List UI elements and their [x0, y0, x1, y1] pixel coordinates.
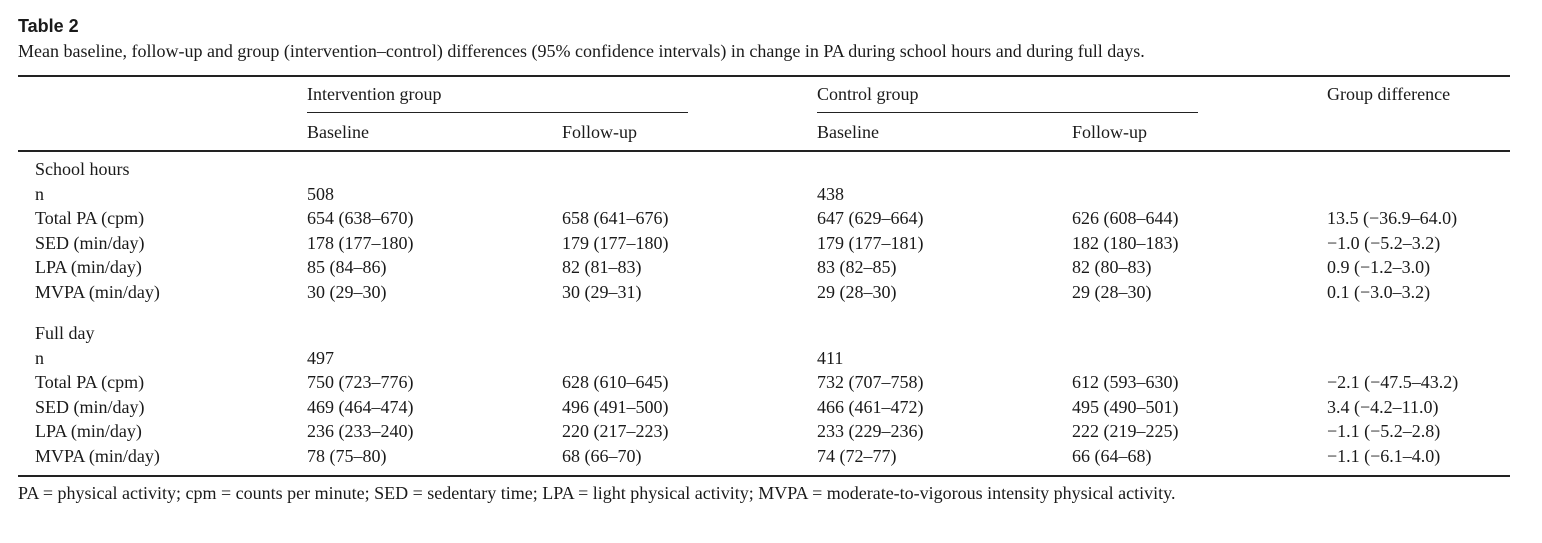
cell-intervention-baseline: 497 [307, 347, 334, 368]
cell-intervention-follow-up: 179 (177–180) [562, 232, 669, 253]
header-group-difference: Group difference [1327, 84, 1451, 104]
cell-intervention-baseline: 750 (723–776) [307, 372, 414, 393]
cell-intervention-follow-up: 658 (641–676) [562, 208, 669, 229]
cell-intervention-follow-up: 220 (217–223) [562, 421, 669, 442]
cell-group-difference: 0.1 (−3.0–3.2) [1327, 282, 1431, 302]
cell-row-label: Total PA (cpm) [35, 372, 145, 393]
cell-group-difference: −1.1 (−6.1–4.0) [1327, 446, 1441, 466]
cell-control-baseline: 83 (82–85) [817, 257, 897, 278]
cell-control-follow-up: 182 (180–183) [1072, 232, 1179, 253]
cell-control-baseline: 74 (72–77) [817, 446, 897, 466]
cell-control-baseline: 179 (177–181) [817, 232, 924, 253]
cell-intervention-baseline: 178 (177–180) [307, 232, 414, 253]
control-group-rule [817, 112, 1198, 113]
cell-row-label: n [35, 347, 44, 368]
header-control-follow-up: Follow-up [1072, 122, 1148, 142]
cell-row-label: n [35, 183, 44, 204]
cell-control-baseline: 233 (229–236) [817, 421, 924, 442]
table-footnote: PA = physical activity; cpm = counts per… [18, 483, 1176, 503]
cell-row-label: MVPA (min/day) [35, 446, 160, 466]
cell-group-difference: 3.4 (−4.2–11.0) [1327, 396, 1439, 417]
cell-row-label: MVPA (min/day) [35, 282, 160, 302]
cell-control-follow-up: 82 (80–83) [1072, 257, 1152, 278]
header-control-baseline: Baseline [817, 122, 879, 142]
table-label: Table 2 [18, 16, 79, 36]
cell-control-baseline: 411 [817, 347, 844, 368]
cell-group-difference: −2.1 (−47.5–43.2) [1327, 372, 1459, 393]
header-intervention-baseline: Baseline [307, 122, 369, 142]
cell-intervention-baseline: 85 (84–86) [307, 257, 387, 278]
cell-intervention-baseline: 654 (638–670) [307, 208, 414, 229]
table-caption: Mean baseline, follow-up and group (inte… [18, 41, 1145, 61]
cell-control-follow-up: 66 (64–68) [1072, 446, 1152, 466]
cell-intervention-baseline: 508 [307, 183, 334, 204]
cell-control-follow-up: 29 (28–30) [1072, 282, 1152, 302]
cell-control-follow-up: 222 (219–225) [1072, 421, 1179, 442]
cell-intervention-baseline: 236 (233–240) [307, 421, 414, 442]
cell-intervention-baseline: 78 (75–80) [307, 446, 387, 466]
header-intervention-follow-up: Follow-up [562, 122, 638, 142]
cell-group-difference: 0.9 (−1.2–3.0) [1327, 257, 1431, 278]
section-title: Full day [35, 323, 95, 343]
cell-control-follow-up: 495 (490–501) [1072, 396, 1179, 417]
cell-control-baseline: 29 (28–30) [817, 282, 897, 302]
cell-intervention-baseline: 30 (29–30) [307, 282, 387, 302]
cell-intervention-follow-up: 82 (81–83) [562, 257, 642, 278]
cell-row-label: LPA (min/day) [35, 421, 142, 442]
cell-intervention-follow-up: 30 (29–31) [562, 282, 642, 302]
cell-control-baseline: 466 (461–472) [817, 396, 924, 417]
cell-control-baseline: 732 (707–758) [817, 372, 924, 393]
cell-control-baseline: 647 (629–664) [817, 208, 924, 229]
header-intervention-group: Intervention group [307, 84, 442, 104]
cell-row-label: Total PA (cpm) [35, 208, 145, 229]
cell-intervention-follow-up: 68 (66–70) [562, 446, 642, 466]
top-rule [18, 75, 1510, 77]
cell-group-difference: −1.0 (−5.2–3.2) [1327, 232, 1441, 253]
cell-row-label: SED (min/day) [35, 232, 145, 253]
cell-control-follow-up: 612 (593–630) [1072, 372, 1179, 393]
header-bottom-rule [18, 150, 1510, 152]
cell-group-difference: −1.1 (−5.2–2.8) [1327, 421, 1441, 442]
cell-group-difference: 13.5 (−36.9–64.0) [1327, 208, 1458, 229]
cell-intervention-baseline: 469 (464–474) [307, 396, 414, 417]
cell-control-follow-up: 626 (608–644) [1072, 208, 1179, 229]
bottom-rule [18, 475, 1510, 477]
intervention-group-rule [307, 112, 688, 113]
cell-row-label: SED (min/day) [35, 396, 145, 417]
section-title: School hours [35, 159, 130, 179]
cell-control-baseline: 438 [817, 183, 844, 204]
cell-intervention-follow-up: 496 (491–500) [562, 396, 669, 417]
cell-row-label: LPA (min/day) [35, 257, 142, 278]
header-control-group: Control group [817, 84, 919, 104]
cell-intervention-follow-up: 628 (610–645) [562, 372, 669, 393]
